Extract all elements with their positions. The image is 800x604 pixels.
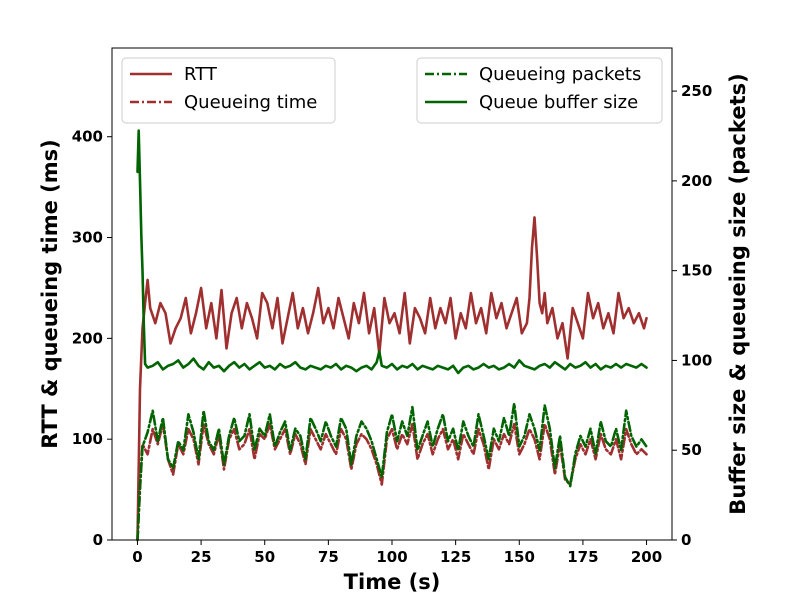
legend-label-queueing-packets: Queueing packets	[479, 64, 641, 85]
x-tick-label: 25	[191, 548, 212, 566]
legend-right: Queueing packets Queue buffer size	[416, 57, 663, 124]
series-line-rtt	[136, 216, 648, 542]
y-right-tick-label: 150	[681, 262, 712, 280]
y-axis-right-title: Buffer size & queueing size (packets)	[726, 73, 750, 514]
y-axis-right: 0 50 100 150 200 250	[672, 82, 712, 549]
series-line-queue-buffer-size	[136, 129, 648, 375]
x-tick-label: 0	[132, 548, 142, 566]
y-left-tick-label: 200	[72, 329, 103, 347]
y-right-tick-label: 250	[681, 82, 712, 100]
legend-label-queue-buffer-size: Queue buffer size	[479, 92, 638, 113]
x-tick-label: 200	[631, 548, 662, 566]
x-tick-label: 75	[318, 548, 339, 566]
series-layer	[136, 129, 648, 542]
y-right-tick-label: 200	[681, 172, 712, 190]
y-axis-left-title: RTT & queueing time (ms)	[38, 139, 62, 448]
y-left-tick-label: 300	[72, 229, 103, 247]
legend-left: RTT Queueing time	[121, 57, 336, 124]
legend-left-box	[121, 57, 336, 124]
x-axis-title: Time (s)	[344, 570, 441, 594]
y-left-tick-label: 400	[72, 128, 103, 146]
legend-label-queueing-time: Queueing time	[184, 92, 317, 113]
y-axis-left: 0 100 200 300 400	[72, 128, 112, 549]
x-tick-label: 150	[504, 548, 535, 566]
y-left-tick-label: 0	[93, 531, 103, 549]
x-axis: 0 25 50 75 100 125 150 175 200	[132, 540, 662, 566]
x-tick-label: 125	[440, 548, 471, 566]
plot-area	[112, 48, 672, 540]
y-right-tick-label: 0	[681, 531, 691, 549]
y-right-tick-label: 100	[681, 351, 712, 369]
x-tick-label: 50	[254, 548, 275, 566]
y-right-tick-label: 50	[681, 441, 702, 459]
x-tick-label: 100	[376, 548, 407, 566]
legend-label-rtt: RTT	[184, 64, 218, 85]
y-left-tick-label: 100	[72, 430, 103, 448]
legend-right-box	[416, 57, 663, 124]
x-tick-label: 175	[567, 548, 598, 566]
series-line-queueing-packets	[136, 402, 648, 542]
